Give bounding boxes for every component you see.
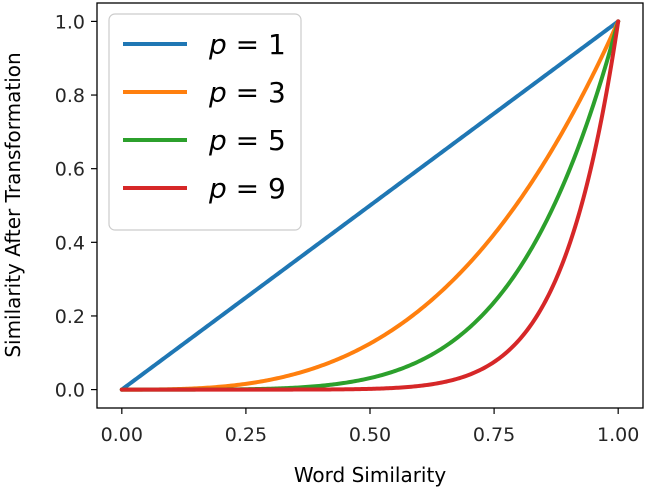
x-tick-label: 0.50 [349, 424, 391, 446]
legend-label-p5: p = 5 [208, 124, 286, 157]
legend-label-p3: p = 3 [208, 76, 286, 109]
y-tick-label: 0.6 [55, 159, 85, 181]
legend-label-p1: p = 1 [208, 28, 286, 61]
y-tick-label: 0.0 [55, 380, 85, 402]
legend-var: p [208, 76, 227, 109]
legend-var: p [208, 124, 227, 157]
legend-value: = 3 [227, 76, 286, 109]
series-layer [119, 19, 621, 392]
x-tick-label: 0.75 [473, 424, 515, 446]
legend-box [108, 13, 302, 231]
series-line-p9 [119, 19, 621, 392]
y-tick-label: 1.0 [55, 11, 85, 33]
legend: p = 1p = 3p = 5p = 9 [108, 13, 302, 231]
x-axis-title: Word Similarity [294, 463, 446, 487]
legend-label-p9: p = 9 [208, 172, 286, 205]
x-tick-label: 0.00 [101, 424, 143, 446]
legend-value: = 1 [227, 28, 286, 61]
legend-var: p [208, 172, 227, 205]
legend-value: = 9 [227, 172, 286, 205]
y-tick-label: 0.8 [55, 85, 85, 107]
x-tick-label: 1.00 [597, 424, 639, 446]
series-line-p1 [119, 19, 621, 392]
y-axis-title: Similarity After Transformation [1, 52, 25, 357]
y-tick-label: 0.2 [55, 306, 85, 328]
legend-var: p [208, 28, 227, 61]
y-axis: 0.0 0.2 0.4 0.6 0.8 1.0 [55, 11, 97, 402]
x-tick-label: 0.25 [225, 424, 267, 446]
legend-value: = 5 [227, 124, 286, 157]
y-tick-label: 0.4 [55, 232, 85, 254]
x-axis: 0.00 0.25 0.50 0.75 1.00 [101, 408, 639, 446]
